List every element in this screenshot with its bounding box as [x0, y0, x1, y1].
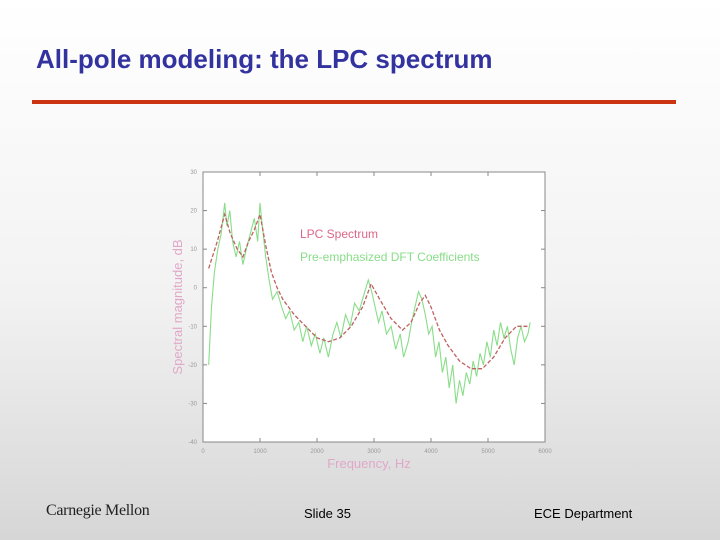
y-tick-label: -30	[188, 401, 197, 407]
legend-entry: LPC Spectrum	[300, 227, 378, 241]
y-tick-label: 0	[194, 286, 198, 292]
x-tick-label: 4000	[424, 449, 438, 455]
series-line-lpc-spectrum	[208, 211, 528, 370]
y-tick-label: 30	[190, 170, 197, 176]
y-axis-label: Spectral magnitude, dB	[170, 239, 185, 374]
slide-number: Slide 35	[304, 506, 351, 521]
slide-title: All-pole modeling: the LPC spectrum	[36, 44, 493, 74]
plot-area	[202, 171, 546, 443]
y-tick-label: -20	[188, 363, 197, 369]
x-tick-label: 6000	[538, 449, 552, 455]
y-tick-label: 10	[190, 247, 197, 253]
legend-entry: Pre-emphasized DFT Coefficients	[300, 250, 480, 264]
x-tick-label: 5000	[481, 449, 495, 455]
x-tick-label: 0	[201, 449, 205, 455]
lpc-spectrum-chart: 0 1000 2000 3000 4000 5000 6000 30 20 10 0 -10 -20 -3…	[168, 160, 568, 480]
x-tick-label: 3000	[367, 449, 381, 455]
y-tick-label: -10	[188, 324, 197, 330]
chart-svg: 0 1000 2000 3000 4000 5000 6000 30 20 10 0 -10 -20 -3…	[170, 170, 552, 471]
y-tick-label: 20	[190, 209, 197, 215]
y-tick-label: -40	[188, 440, 197, 446]
x-tick-label: 1000	[253, 449, 267, 455]
series-line-pre-emphasized-dft-coefficients	[208, 202, 531, 404]
carnegie-mellon-logo: Carnegie Mellon	[46, 502, 150, 519]
x-axis-label: Frequency, Hz	[327, 456, 411, 471]
x-tick-label: 2000	[310, 449, 324, 455]
department-label: ECE Department	[534, 506, 633, 521]
title-divider	[32, 100, 676, 104]
